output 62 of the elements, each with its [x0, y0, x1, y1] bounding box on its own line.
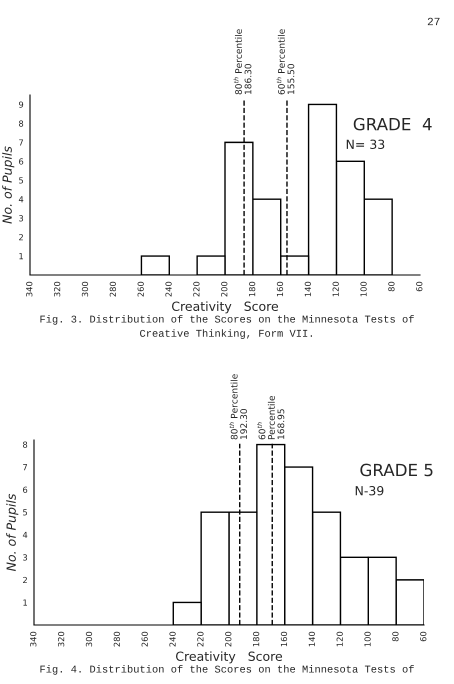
y-tick-label: 8	[19, 120, 24, 127]
x-tick-label: 220	[193, 282, 200, 297]
x-tick-label: 340	[30, 632, 36, 647]
y-tick-label: 3	[23, 554, 28, 561]
y-tick-label: 5	[23, 509, 28, 516]
y-tick-label: 5	[19, 177, 24, 184]
x-tick-label: 120	[336, 632, 343, 646]
x-tick-label: 220	[197, 632, 204, 647]
y-tick-label: 2	[23, 576, 27, 584]
annotation: N-39	[356, 486, 384, 496]
y-tick-label: 6	[23, 486, 28, 493]
x-tick-label: 140	[304, 282, 311, 296]
x-tick-label: 180	[248, 282, 256, 296]
x-tick-label: 160	[280, 632, 288, 646]
x-tick-label: 240	[165, 282, 172, 297]
y-tick-label: 4	[22, 532, 28, 538]
caption: Fig. 4. Distribution of the Scores on the Minnesota Tests of	[40, 665, 414, 675]
x-tick-label: 300	[82, 282, 88, 297]
annotation: GRADE 4	[354, 118, 432, 130]
ref-line-label: 80$^{th}$ Percentile 186.30	[234, 29, 252, 94]
x-tick-label: 200	[225, 632, 232, 647]
text: 27	[428, 18, 440, 26]
y-tick-label: 3	[19, 215, 24, 222]
y-tick-label: 6	[19, 158, 24, 165]
x-tick-label: 80	[392, 632, 399, 642]
x-tick-label: 280	[110, 282, 116, 297]
annotation: GRADE 5	[360, 464, 432, 476]
x-tick-label: 80	[388, 282, 395, 292]
x-tick-label: 260	[142, 632, 148, 647]
x-tick-label: 160	[276, 282, 284, 296]
y-tick-label: 1	[23, 600, 27, 606]
x-tick-label: 60	[420, 632, 426, 642]
y-tick-label: 7	[23, 464, 28, 470]
annotation: N= 33	[346, 140, 384, 150]
y-tick-label: 9	[18, 101, 24, 108]
x-axis-title: Creativity Score	[176, 651, 282, 664]
ref-line-label: 60$^{th}$ Percentile 168.95	[257, 396, 284, 440]
y-tick-label: 4	[18, 196, 24, 202]
y-tick-label: 2	[19, 234, 23, 240]
ref-line-label: 80$^{th}$ Percentile 192.30	[229, 374, 248, 440]
x-tick-label: 320	[54, 282, 60, 297]
x-tick-label: 260	[138, 282, 144, 297]
x-tick-label: 300	[86, 632, 92, 647]
x-tick-label: 60	[416, 282, 422, 292]
x-tick-label: 240	[169, 632, 176, 647]
x-tick-label: 200	[221, 282, 228, 297]
y-tick-label: 7	[19, 139, 24, 146]
ref-line-label: 60$^{th}$ Percentile 155.50	[276, 29, 294, 94]
x-tick-label: 120	[332, 282, 339, 296]
x-tick-label: 340	[26, 282, 32, 297]
x-tick-label: 140	[308, 632, 315, 646]
y-axis-title: No. of Pupils	[2, 146, 14, 224]
y-axis-title: No. of Pupils	[6, 494, 18, 572]
x-tick-label: 180	[252, 632, 260, 646]
x-tick-label: 280	[114, 632, 120, 647]
y-tick-label: 1	[19, 253, 23, 260]
x-axis-title: Creativity Score	[172, 301, 278, 314]
x-tick-label: 100	[364, 632, 371, 646]
x-tick-label: 320	[58, 632, 64, 647]
y-tick-label: 8	[23, 441, 28, 448]
caption: Fig. 3. Distribution of the Scores on the Minnesota Tests of Creative Thinking, Form VII.	[40, 315, 414, 339]
x-tick-label: 100	[360, 282, 367, 296]
